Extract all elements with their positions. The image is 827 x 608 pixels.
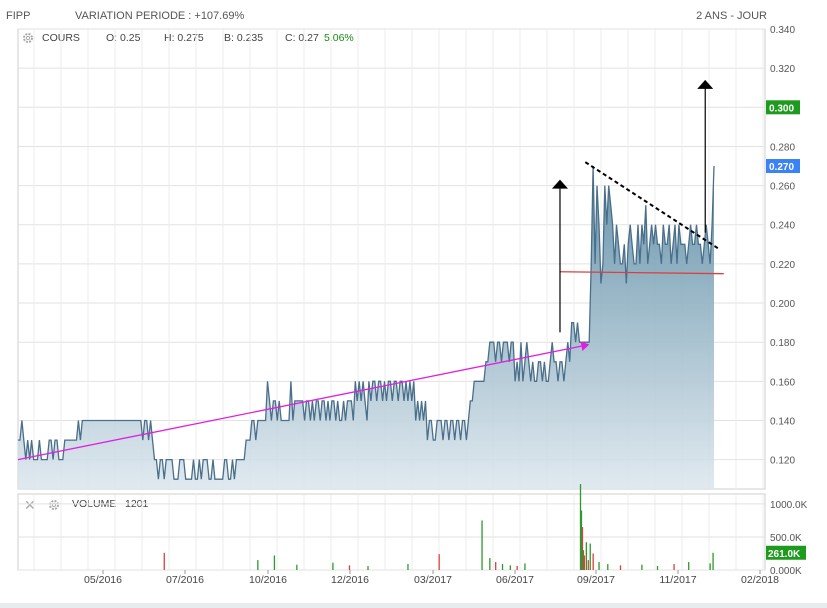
volume-bar	[619, 565, 622, 570]
price-tick-label: 0.200	[770, 299, 795, 310]
volume-bar	[481, 520, 483, 570]
volume-bar	[656, 566, 659, 570]
volume-bar	[438, 554, 440, 570]
x-tick-label: 11/2017	[659, 574, 696, 586]
annotation-arrow-head	[697, 79, 714, 89]
level-badge: 0.300	[769, 103, 794, 114]
volume-bar	[407, 564, 409, 570]
volume-bar	[509, 565, 511, 570]
x-tick-label: 10/2016	[249, 574, 287, 586]
volume-bar	[709, 563, 711, 570]
volume-bar	[495, 562, 497, 570]
volume-bar	[580, 510, 583, 570]
x-tick-label: 02/2018	[741, 574, 779, 586]
volume-bar	[592, 553, 594, 570]
close-badge-bg	[766, 159, 800, 174]
price-line	[18, 165, 715, 480]
x-tick-label: 06/2017	[496, 574, 534, 586]
x-tick-label: 09/2017	[577, 574, 615, 586]
trendline-arrow-head	[580, 341, 590, 352]
volume-badge: 261.0K	[768, 549, 801, 560]
volume-bar	[163, 552, 165, 570]
volume-bar	[582, 550, 585, 570]
close-badge: 0.270	[769, 162, 794, 173]
x-tick-label: 12/2016	[331, 574, 369, 586]
period-selector[interactable]: 2 ANS - JOUR	[696, 10, 767, 22]
volume-bar	[296, 564, 298, 570]
support-line	[559, 271, 724, 275]
volume-bar	[516, 566, 518, 570]
price-tick-label: 0.320	[770, 64, 795, 75]
volume-bar	[257, 560, 259, 570]
price-tick-label: 0.340	[770, 25, 795, 36]
dashed-resistance	[584, 161, 719, 250]
price-tick-label: 0.220	[770, 260, 795, 271]
price-tick-label: 0.260	[770, 182, 795, 193]
volume-bar	[273, 555, 276, 570]
annotation-arrow-head	[551, 179, 568, 189]
high-value: H: 0.275	[164, 32, 204, 44]
gear-icon[interactable]	[22, 32, 34, 44]
volume-tick-label: 1000.0K	[770, 500, 808, 511]
price-tick-label: 0.140	[770, 416, 795, 427]
volume-tick-label: 0.000K	[770, 566, 802, 577]
volume-bar	[673, 564, 675, 570]
gear-icon[interactable]	[48, 499, 60, 511]
price-tick-label: 0.120	[770, 456, 795, 467]
volume-bar	[348, 565, 351, 570]
volume-bar	[367, 566, 369, 570]
close-value: C: 0.27	[285, 32, 319, 44]
price-tick-label: 0.280	[770, 142, 795, 153]
volume-tick-label: 500.0K	[770, 533, 802, 544]
level-badge-bg	[766, 100, 800, 115]
volume-bar	[583, 555, 586, 570]
x-tick-label: 05/2016	[84, 574, 122, 586]
volume-badge-bg	[766, 545, 806, 560]
volume-bar	[501, 564, 504, 570]
volume-bar	[641, 564, 643, 570]
bottom-separator	[0, 603, 827, 608]
ticker-label: FIPP	[6, 10, 31, 22]
close-icon[interactable]: ✕	[24, 497, 36, 513]
volume-bar	[524, 563, 526, 570]
volume-bar	[598, 562, 600, 570]
variation-label: VARIATION PERIODE : +107.69%	[75, 10, 245, 22]
volume-bar	[585, 542, 588, 570]
low-value: B: 0.235	[224, 32, 264, 44]
volume-bar	[587, 560, 589, 570]
volume-bar	[579, 484, 582, 570]
volume-bar	[589, 543, 591, 570]
volume-panel-frame	[17, 493, 766, 571]
magenta-trendline	[17, 345, 582, 461]
volume-bar	[712, 552, 714, 570]
volume-bar	[607, 564, 609, 570]
volume-bar	[332, 562, 334, 570]
price-tick-label: 0.160	[770, 377, 795, 388]
volume-bar	[489, 558, 491, 570]
price-area-fill	[18, 166, 714, 489]
price-tick-label: 0.180	[770, 338, 795, 349]
volume-bar	[688, 562, 690, 570]
volume-bar	[581, 527, 584, 570]
x-tick-label: 03/2017	[414, 574, 452, 586]
x-tick-label: 07/2016	[166, 574, 204, 586]
price-tick-label: 0.240	[770, 221, 795, 232]
